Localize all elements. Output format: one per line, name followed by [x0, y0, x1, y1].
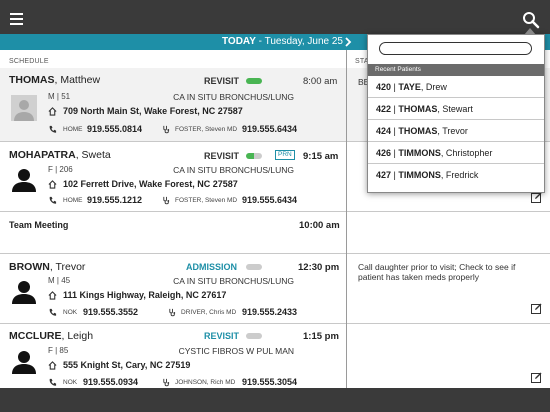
search-icon[interactable] — [522, 11, 540, 29]
visit-type: ADMISSION — [186, 262, 238, 272]
contact-label: NOK — [63, 379, 78, 386]
patient-address: 102 Ferrett Drive, Wake Forest, NC 27587 — [63, 179, 238, 189]
sex-age: M | 51 — [48, 92, 71, 101]
person-silhouette-icon — [14, 100, 34, 121]
stethoscope-icon — [169, 308, 176, 317]
contact-label: NOK — [63, 309, 78, 316]
appointment-row-2[interactable] — [0, 142, 550, 212]
recent-patient-item[interactable]: 427 | TIMMONS, Fredrick — [376, 170, 479, 180]
phone-icon — [49, 125, 57, 133]
contact-label: HOME — [63, 197, 83, 204]
stethoscope-icon — [163, 378, 170, 387]
physician-phone[interactable]: 919.555.2433 — [242, 307, 298, 317]
physician-name: FOSTER, Steven MD — [175, 126, 238, 133]
patient-name: MCCLURE, Leigh — [9, 330, 94, 342]
patient-name: MOHAPATRA, Sweta — [9, 149, 111, 161]
contact-phone[interactable]: 919.555.1212 — [87, 195, 143, 205]
person-silhouette-icon — [12, 281, 36, 304]
appointment-row-3[interactable] — [0, 254, 550, 324]
patient-address: 555 Knight St, Cary, NC 27519 — [63, 360, 191, 370]
diagnosis: CA IN SITU BRONCHUS/LUNG — [173, 92, 294, 102]
column-divider — [346, 50, 347, 388]
diagnosis: CA IN SITU BRONCHUS/LUNG — [173, 276, 294, 286]
avatar — [11, 348, 37, 374]
visit-type: REVISIT — [204, 76, 240, 86]
avatar — [11, 166, 37, 192]
patient-name: THOMAS, Matthew — [9, 74, 101, 86]
recent-patient-item[interactable]: 422 | THOMAS, Stewart — [368, 98, 544, 120]
physician-name: DRIVER, Chris MD — [181, 309, 237, 316]
appointment-time: 9:15 am — [303, 151, 339, 162]
recent-patient-item[interactable]: 426 | TIMMONS, Christopher — [368, 142, 544, 164]
status-pill — [246, 264, 262, 270]
contact-phone[interactable]: 919.555.3552 — [83, 307, 139, 317]
status-note: BE — [358, 77, 370, 87]
physician-phone[interactable]: 919.555.6434 — [242, 124, 298, 134]
stethoscope-icon — [163, 196, 170, 205]
appointment-time: 1:15 pm — [303, 331, 339, 342]
prn-badge: PRN — [275, 150, 295, 160]
meeting-time: 10:00 am — [299, 220, 340, 231]
menu-icon[interactable] — [10, 13, 23, 25]
diagnosis: CYSTIC FIBROS W PUL MAN — [178, 346, 294, 356]
avatar — [11, 95, 37, 121]
physician-phone[interactable]: 919.555.3054 — [242, 377, 298, 387]
status-pill — [246, 333, 262, 339]
house-icon — [48, 107, 57, 116]
person-silhouette-icon — [12, 169, 36, 192]
edit-icon[interactable] — [531, 192, 542, 203]
physician-phone[interactable]: 919.555.6434 — [242, 195, 298, 205]
edit-icon[interactable] — [531, 372, 542, 383]
physician-name: JOHNSON, Rich MD — [175, 379, 236, 386]
sex-age: F | 85 — [48, 346, 69, 355]
status-note: Call daughter prior to visit; Check to s… — [358, 262, 516, 282]
person-silhouette-icon — [12, 351, 36, 374]
patient-address: 111 Kings Highway, Raleigh, NC 27617 — [63, 290, 227, 300]
contact-label: HOME — [63, 126, 83, 133]
chevron-right-icon[interactable] — [343, 34, 353, 50]
recent-patient-item[interactable]: 420 | TAYE, Drew — [368, 76, 544, 98]
bottom-bar — [0, 388, 550, 412]
avatar — [11, 278, 37, 304]
schedule-header: SCHEDULE — [9, 58, 49, 65]
phone-icon — [49, 378, 57, 386]
phone-icon — [49, 308, 57, 316]
phone-icon — [49, 196, 57, 204]
top-bar — [0, 0, 550, 34]
stethoscope-icon — [163, 125, 170, 134]
sex-age: F | 206 — [48, 165, 73, 174]
status-pill — [246, 153, 262, 159]
appointment-time: 12:30 pm — [298, 262, 340, 273]
house-icon — [48, 361, 57, 370]
recent-patient-item[interactable]: 424 | THOMAS, Trevor — [368, 120, 544, 142]
search-dropdown: Recent Patients 420 | TAYE, Drew 422 | T… — [367, 28, 545, 193]
patient-name: BROWN, Trevor — [9, 261, 86, 273]
sex-age: M | 45 — [48, 276, 71, 285]
recent-patients-header: Recent Patients — [368, 64, 544, 76]
meeting-title: Team Meeting — [9, 220, 69, 230]
contact-phone[interactable]: 919.555.0934 — [83, 377, 139, 387]
contact-phone[interactable]: 919.555.0814 — [87, 124, 143, 134]
edit-icon[interactable] — [531, 303, 542, 314]
meeting-row[interactable] — [0, 212, 550, 254]
diagnosis: CA IN SITU BRONCHUS/LUNG — [173, 165, 294, 175]
status-header: STA — [355, 58, 369, 65]
visit-type: REVISIT — [204, 331, 240, 341]
house-icon — [48, 180, 57, 189]
physician-name: FOSTER, Steven MD — [175, 197, 238, 204]
appointment-time: 8:00 am — [303, 76, 338, 87]
current-date: TODAY - Tuesday, June 25 — [222, 36, 343, 47]
patient-address: 709 North Main St, Wake Forest, NC 27587 — [63, 106, 243, 116]
search-input[interactable] — [379, 42, 532, 55]
visit-type: REVISIT — [204, 151, 240, 161]
house-icon — [48, 291, 57, 300]
status-pill — [246, 78, 262, 84]
